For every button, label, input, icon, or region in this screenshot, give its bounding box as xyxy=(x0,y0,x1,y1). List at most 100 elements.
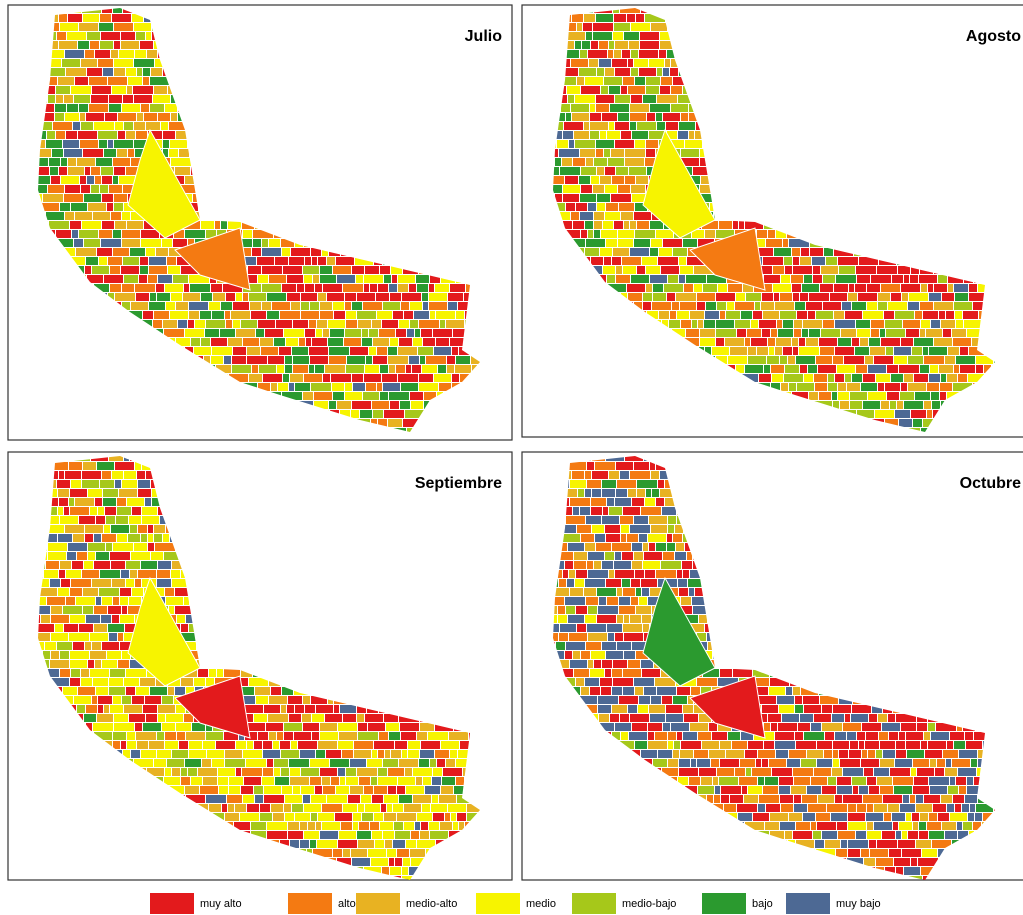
parcel xyxy=(842,302,851,310)
parcel xyxy=(112,579,125,587)
parcel xyxy=(775,302,794,310)
parcel xyxy=(792,248,800,256)
parcel xyxy=(766,239,782,247)
parcel xyxy=(200,311,211,319)
parcel xyxy=(442,777,455,785)
parcel xyxy=(99,230,112,238)
parcel xyxy=(629,167,646,175)
parcel xyxy=(114,723,134,731)
parcel xyxy=(166,302,175,310)
parcel xyxy=(590,104,595,112)
parcel xyxy=(579,176,590,184)
parcel xyxy=(141,230,159,238)
parcel xyxy=(131,750,140,758)
parcel xyxy=(753,311,762,319)
parcel xyxy=(342,750,353,758)
parcel xyxy=(190,284,210,292)
parcel xyxy=(106,516,115,524)
parcel xyxy=(391,750,401,758)
parcel xyxy=(618,230,634,238)
parcel xyxy=(960,347,968,355)
parcel xyxy=(621,86,627,94)
parcel xyxy=(203,777,217,785)
parcel xyxy=(857,329,870,337)
parcel xyxy=(446,320,464,328)
parcel xyxy=(126,687,135,695)
parcel xyxy=(106,543,112,551)
parcel xyxy=(818,365,836,373)
parcel xyxy=(252,365,258,373)
parcel xyxy=(969,284,977,292)
parcel xyxy=(398,347,417,355)
figure: JulioAgostoSeptiembreOctubremuy altoalto… xyxy=(0,0,1023,915)
parcel xyxy=(915,437,923,445)
parcel xyxy=(600,176,611,184)
parcel xyxy=(635,77,645,85)
parcel xyxy=(845,311,862,319)
parcel xyxy=(264,795,284,803)
parcel xyxy=(318,257,326,265)
parcel xyxy=(781,383,788,391)
parcel xyxy=(388,356,408,364)
parcel xyxy=(98,131,117,139)
parcel xyxy=(837,365,855,373)
parcel xyxy=(387,849,396,857)
parcel xyxy=(934,302,953,310)
parcel xyxy=(102,660,117,668)
parcel xyxy=(338,840,357,848)
parcel xyxy=(127,741,136,749)
parcel xyxy=(165,732,176,740)
parcel xyxy=(97,248,112,256)
parcel xyxy=(303,266,319,274)
parcel xyxy=(113,176,118,184)
parcel xyxy=(268,356,284,364)
parcel xyxy=(934,338,952,346)
parcel xyxy=(64,95,73,103)
parcel xyxy=(910,275,918,283)
parcel xyxy=(359,777,370,785)
parcel xyxy=(679,275,685,283)
parcel xyxy=(572,113,589,121)
parcel xyxy=(104,705,109,713)
parcel xyxy=(305,284,314,292)
parcel xyxy=(101,32,120,40)
parcel xyxy=(188,768,197,776)
parcel xyxy=(867,302,877,310)
parcel xyxy=(795,302,805,310)
parcel xyxy=(275,777,289,785)
parcel xyxy=(630,248,649,256)
parcel xyxy=(865,356,873,364)
parcel xyxy=(65,471,81,479)
parcel xyxy=(107,203,113,211)
parcel xyxy=(663,239,682,247)
parcel xyxy=(216,741,235,749)
parcel xyxy=(114,68,125,76)
parcel xyxy=(244,705,263,713)
parcel xyxy=(56,95,63,103)
parcel xyxy=(399,320,409,328)
parcel xyxy=(924,401,931,409)
parcel xyxy=(92,86,111,94)
parcel xyxy=(808,311,815,319)
parcel xyxy=(298,741,317,749)
parcel xyxy=(921,320,930,328)
parcel xyxy=(116,516,128,524)
parcel xyxy=(60,561,71,569)
parcel xyxy=(954,284,968,292)
parcel xyxy=(226,293,235,301)
parcel xyxy=(158,561,171,569)
parcel xyxy=(386,723,399,731)
parcel xyxy=(720,311,725,319)
parcel xyxy=(203,741,215,749)
parcel xyxy=(201,221,214,229)
parcel xyxy=(173,275,188,283)
parcel xyxy=(154,86,167,94)
parcel xyxy=(117,498,126,506)
parcel xyxy=(586,239,605,247)
parcel xyxy=(102,176,112,184)
parcel xyxy=(94,561,110,569)
parcel xyxy=(346,311,356,319)
parcel xyxy=(191,338,200,346)
parcel xyxy=(191,777,202,785)
parcel xyxy=(48,185,64,193)
